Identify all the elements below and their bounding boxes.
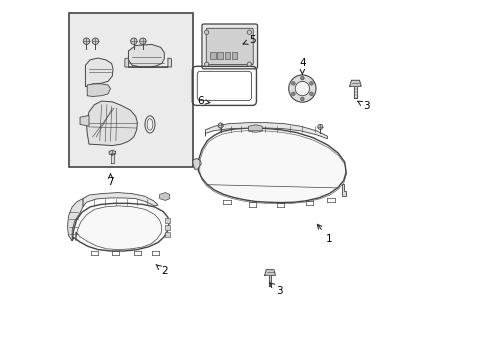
- FancyBboxPatch shape: [206, 28, 253, 64]
- Polygon shape: [68, 199, 83, 241]
- Bar: [69, 13, 193, 167]
- Polygon shape: [160, 193, 170, 201]
- Circle shape: [292, 82, 295, 85]
- Bar: [218, 52, 223, 59]
- Circle shape: [310, 92, 313, 95]
- Text: 7: 7: [107, 174, 114, 187]
- Polygon shape: [354, 86, 357, 98]
- Bar: [224, 52, 230, 59]
- Polygon shape: [80, 116, 89, 126]
- Polygon shape: [85, 58, 113, 87]
- Circle shape: [218, 123, 223, 128]
- Polygon shape: [87, 84, 111, 96]
- Circle shape: [204, 62, 209, 66]
- Polygon shape: [111, 153, 114, 163]
- Bar: [210, 52, 216, 59]
- Text: 2: 2: [156, 265, 168, 276]
- Circle shape: [300, 76, 304, 80]
- Bar: [166, 218, 171, 223]
- Polygon shape: [198, 128, 346, 203]
- Circle shape: [300, 97, 304, 101]
- Circle shape: [140, 38, 146, 44]
- Polygon shape: [125, 58, 172, 67]
- Text: 4: 4: [299, 58, 306, 74]
- Text: 5: 5: [243, 35, 255, 45]
- FancyBboxPatch shape: [202, 24, 258, 69]
- Polygon shape: [193, 158, 201, 169]
- Polygon shape: [87, 101, 137, 145]
- Bar: [232, 52, 238, 59]
- Circle shape: [289, 75, 316, 102]
- Polygon shape: [109, 150, 116, 155]
- Polygon shape: [265, 270, 275, 275]
- Text: 1: 1: [318, 224, 333, 244]
- Text: 6: 6: [197, 96, 210, 106]
- Polygon shape: [72, 203, 169, 251]
- Circle shape: [247, 30, 251, 35]
- Polygon shape: [128, 44, 164, 67]
- Circle shape: [295, 81, 310, 96]
- Polygon shape: [269, 275, 271, 286]
- Text: 3: 3: [358, 101, 370, 112]
- Polygon shape: [248, 125, 262, 132]
- Circle shape: [292, 92, 295, 95]
- Polygon shape: [350, 80, 361, 86]
- Polygon shape: [83, 193, 158, 207]
- Circle shape: [247, 62, 251, 66]
- Circle shape: [83, 38, 90, 44]
- Circle shape: [204, 30, 209, 35]
- Circle shape: [310, 82, 313, 85]
- Text: 3: 3: [270, 283, 282, 296]
- Polygon shape: [205, 123, 327, 139]
- Circle shape: [92, 38, 98, 44]
- Bar: [166, 225, 171, 230]
- Ellipse shape: [145, 116, 155, 133]
- Polygon shape: [342, 184, 346, 196]
- Circle shape: [131, 38, 137, 44]
- Bar: [166, 232, 171, 237]
- Circle shape: [318, 125, 323, 130]
